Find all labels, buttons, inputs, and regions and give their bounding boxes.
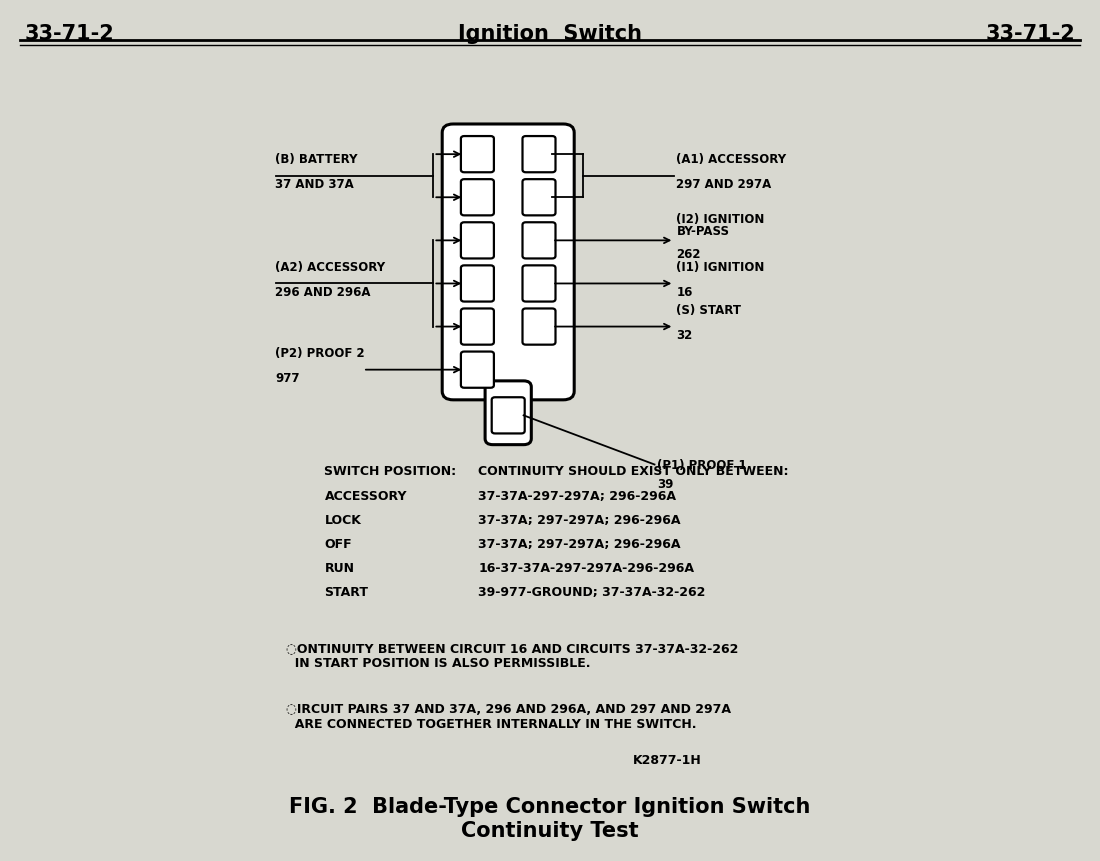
Text: FIG. 2  Blade-Type Connector Ignition Switch
Continuity Test: FIG. 2 Blade-Type Connector Ignition Swi… [289, 796, 811, 839]
FancyBboxPatch shape [461, 223, 494, 259]
Text: 33-71-2: 33-71-2 [24, 24, 114, 44]
Text: 39-977-GROUND; 37-37A-32-262: 39-977-GROUND; 37-37A-32-262 [478, 585, 706, 598]
FancyBboxPatch shape [492, 398, 525, 434]
Text: 16: 16 [676, 286, 693, 299]
Text: RUN: RUN [324, 561, 354, 574]
Text: 262: 262 [676, 248, 701, 261]
Text: SWITCH POSITION:: SWITCH POSITION: [324, 465, 456, 478]
Text: (S) START: (S) START [676, 304, 741, 317]
Text: (I2) IGNITION: (I2) IGNITION [676, 213, 764, 226]
Text: ◌ONTINUITY BETWEEN CIRCUIT 16 AND CIRCUITS 37-37A-32-262
  IN START POSITION IS : ◌ONTINUITY BETWEEN CIRCUIT 16 AND CIRCUI… [286, 641, 738, 669]
Text: Ignition  Switch: Ignition Switch [458, 24, 642, 44]
Text: (I1) IGNITION: (I1) IGNITION [676, 261, 764, 274]
Text: LOCK: LOCK [324, 513, 362, 526]
FancyBboxPatch shape [522, 266, 556, 302]
FancyBboxPatch shape [461, 352, 494, 388]
Text: BY-PASS: BY-PASS [676, 225, 729, 238]
Text: (B) BATTERY: (B) BATTERY [275, 153, 358, 166]
Text: OFF: OFF [324, 537, 352, 550]
Text: 37-37A-297-297A; 296-296A: 37-37A-297-297A; 296-296A [478, 489, 676, 502]
Text: 16-37-37A-297-297A-296-296A: 16-37-37A-297-297A-296-296A [478, 561, 694, 574]
Text: CONTINUITY SHOULD EXIST ONLY BETWEEN:: CONTINUITY SHOULD EXIST ONLY BETWEEN: [478, 465, 789, 478]
FancyBboxPatch shape [522, 137, 556, 173]
Text: K2877-1H: K2877-1H [632, 753, 702, 766]
Text: ◌IRCUIT PAIRS 37 AND 37A, 296 AND 296A, AND 297 AND 297A
  ARE CONNECTED TOGETHE: ◌IRCUIT PAIRS 37 AND 37A, 296 AND 296A, … [286, 702, 732, 729]
Text: (A2) ACCESSORY: (A2) ACCESSORY [275, 261, 385, 274]
FancyBboxPatch shape [522, 223, 556, 259]
Text: 37 AND 37A: 37 AND 37A [275, 178, 354, 191]
FancyBboxPatch shape [461, 137, 494, 173]
FancyBboxPatch shape [461, 309, 494, 345]
Text: 39: 39 [657, 477, 673, 491]
FancyBboxPatch shape [522, 180, 556, 216]
Text: ACCESSORY: ACCESSORY [324, 489, 407, 502]
Text: (P2) PROOF 2: (P2) PROOF 2 [275, 347, 364, 360]
FancyBboxPatch shape [442, 125, 574, 400]
Text: START: START [324, 585, 369, 598]
Text: 977: 977 [275, 372, 299, 385]
FancyBboxPatch shape [522, 309, 556, 345]
Text: 33-71-2: 33-71-2 [986, 24, 1076, 44]
Text: 296 AND 296A: 296 AND 296A [275, 286, 371, 299]
Text: 37-37A; 297-297A; 296-296A: 37-37A; 297-297A; 296-296A [478, 513, 681, 526]
Text: 297 AND 297A: 297 AND 297A [676, 178, 772, 191]
Text: 32: 32 [676, 329, 693, 342]
Text: (P1) PROOF 1: (P1) PROOF 1 [657, 458, 746, 472]
Text: (A1) ACCESSORY: (A1) ACCESSORY [676, 153, 786, 166]
Text: 37-37A; 297-297A; 296-296A: 37-37A; 297-297A; 296-296A [478, 537, 681, 550]
FancyBboxPatch shape [485, 381, 531, 445]
FancyBboxPatch shape [461, 266, 494, 302]
FancyBboxPatch shape [461, 180, 494, 216]
